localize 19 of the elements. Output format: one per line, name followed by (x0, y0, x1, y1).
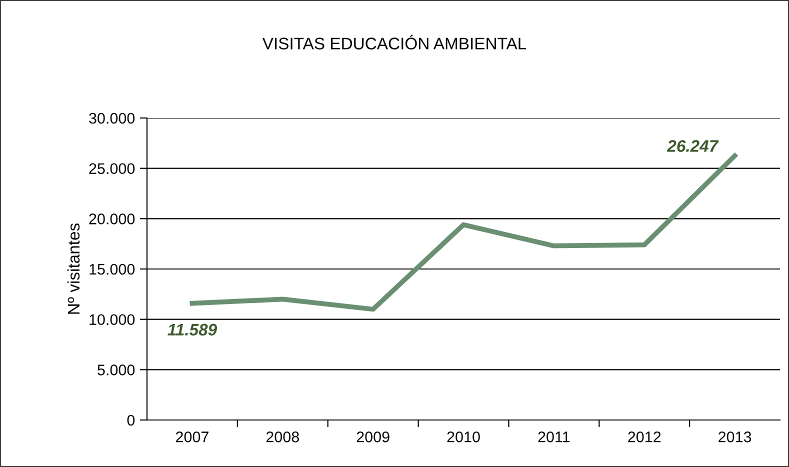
y-tick-label: 30.000 (89, 112, 135, 124)
x-tick-label: 2007 (176, 432, 208, 442)
y-tick-label: 10.000 (90, 314, 135, 326)
y-tick-label: 25.000 (89, 163, 135, 174)
x-tick-label: 2013 (718, 432, 752, 442)
line-series (190, 153, 738, 312)
y-tick-label: 20.000 (89, 214, 135, 224)
y-tick-label: 5.000 (98, 364, 135, 376)
y-tick-label: 15.000 (90, 264, 135, 275)
y-tick-label: 0 (127, 414, 135, 426)
y-axis-title: Nº visitantes (67, 223, 80, 314)
x-tick-label: 2008 (266, 432, 299, 442)
chart-title: VISITAS EDUCACIÓN AMBIENTAL (262, 34, 526, 50)
data-label: 26.247 (666, 140, 719, 152)
x-tick-label: 2011 (538, 432, 570, 442)
x-tick-label: 2012 (628, 432, 661, 442)
data-label: 11.589 (168, 324, 218, 336)
x-tick-label: 2010 (447, 432, 480, 442)
x-tick-label: 2009 (356, 432, 390, 442)
